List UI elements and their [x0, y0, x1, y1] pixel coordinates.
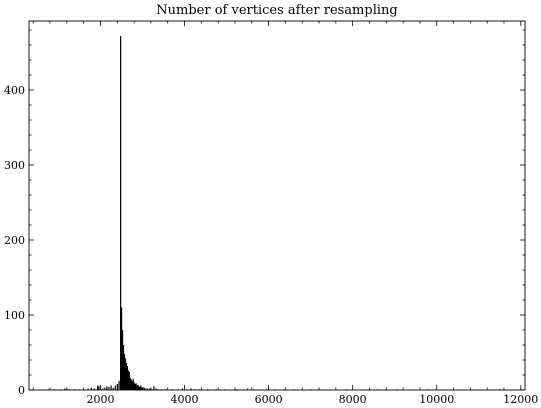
histogram-bar-47: [145, 388, 147, 390]
histogram-bar-33: [130, 379, 132, 390]
histogram-bar-14: [104, 387, 106, 390]
histogram-bar-46: [143, 387, 145, 390]
histogram-bar-27: [124, 358, 127, 390]
histogram-bar-28: [125, 363, 128, 390]
histogram-bar-39: [136, 385, 138, 390]
x-tick-labels: 2000 4000 6000 8000 10000 12000: [86, 393, 538, 406]
histogram-bar-25: [122, 345, 125, 390]
histogram-bar-10: [93, 388, 95, 390]
axis-ticks: [29, 21, 525, 391]
histogram-bar-18: [112, 387, 114, 390]
histogram-bar-11: [97, 385, 99, 390]
x-tick-label: 4000: [171, 393, 199, 406]
histogram-bar-3: [64, 388, 66, 390]
histogram-bar-8: [87, 388, 89, 390]
histogram-bar-19: [114, 385, 116, 390]
x-tick-label: 10000: [419, 393, 454, 406]
histogram-bar-16: [108, 387, 110, 390]
histogram-bar-45: [142, 387, 144, 390]
x-tick-label: 6000: [255, 393, 283, 406]
plot-frame: [28, 20, 526, 391]
histogram-bar-48: [147, 388, 149, 390]
histogram-bar-23: [120, 307, 123, 390]
histogram-bar-52: [155, 388, 157, 390]
histogram-bar-12: [98, 386, 100, 390]
histogram-bar-26: [123, 354, 126, 390]
histogram-bar-20: [116, 384, 118, 390]
histogram-bar-21: [118, 381, 120, 390]
y-tick-labels: 0 100 200 300 400: [4, 84, 25, 397]
histogram-bar-9: [90, 387, 92, 390]
histogram-bar-60: [190, 388, 192, 390]
histogram-bars: [47, 36, 501, 391]
histogram-bar-30: [127, 370, 129, 390]
histogram-bar-41: [138, 386, 140, 390]
x-tick-label: 8000: [339, 393, 367, 406]
y-tick-label: 300: [4, 159, 25, 172]
histogram-bar-67: [247, 388, 249, 390]
y-tick-label: 100: [4, 309, 25, 322]
histogram-bar-13: [102, 388, 104, 390]
histogram-bar-31: [128, 372, 130, 390]
x-tick-label: 12000: [503, 393, 538, 406]
chart-title: Number of vertices after resampling: [156, 3, 397, 18]
histogram-bar-24: [121, 330, 124, 390]
histogram-bar-40: [137, 384, 139, 390]
histogram-bar-32: [129, 378, 131, 390]
histogram-bar-22: [120, 36, 122, 390]
histogram-bar-35: [132, 378, 134, 390]
histogram-bar-15: [106, 386, 108, 390]
y-tick-label: 400: [4, 84, 25, 97]
histogram-bar-36: [133, 382, 135, 390]
histogram-bar-51: [153, 386, 155, 390]
histogram-bar-38: [135, 383, 137, 390]
histogram-bar-58: [181, 388, 184, 390]
x-tick-label: 2000: [86, 393, 114, 406]
histogram-bar-49: [149, 388, 151, 390]
histogram-bar-29: [126, 366, 128, 390]
histogram-bar-42: [139, 387, 141, 390]
histogram-bar-43: [140, 385, 142, 390]
histogram-bar-44: [141, 387, 143, 390]
histogram-bar-37: [134, 384, 136, 390]
y-tick-label: 200: [4, 234, 25, 247]
y-tick-label: 0: [18, 384, 25, 397]
histogram-bar-34: [131, 381, 133, 390]
histogram-bar-17: [110, 385, 112, 390]
